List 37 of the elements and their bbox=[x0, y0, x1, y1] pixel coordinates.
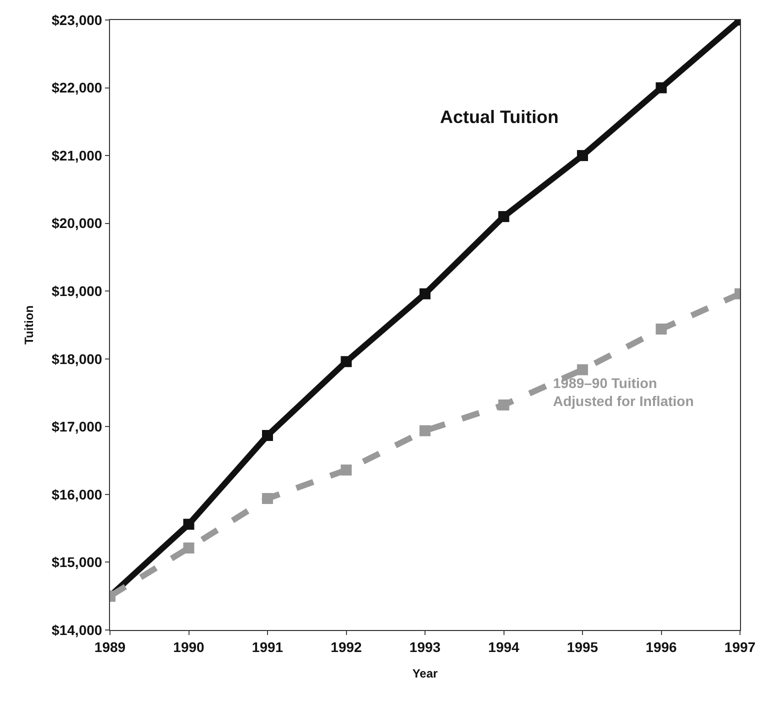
y-tick-label: $19,000 bbox=[52, 283, 102, 300]
x-axis-title: Year bbox=[412, 666, 438, 681]
point bbox=[420, 425, 430, 436]
point bbox=[262, 430, 273, 441]
point bbox=[577, 150, 588, 162]
series-label: 1989–90 Tuition Adjusted for Inflation bbox=[553, 375, 694, 410]
series-label: Actual Tuition bbox=[440, 107, 559, 127]
point bbox=[498, 399, 510, 410]
point bbox=[340, 464, 352, 476]
y-tick-label: $16,000 bbox=[52, 486, 102, 502]
y-tick-label: $22,000 bbox=[52, 80, 102, 96]
point bbox=[656, 324, 667, 335]
y-tick-label: $15,000 bbox=[52, 554, 102, 570]
point bbox=[183, 542, 194, 554]
x-tick-label: 1991 bbox=[252, 638, 284, 655]
point bbox=[340, 356, 352, 368]
point bbox=[183, 518, 194, 530]
x-tick-label: 1990 bbox=[173, 638, 205, 655]
y-tick-label: $23,000 bbox=[52, 12, 102, 28]
y-tick-label: $14,000 bbox=[52, 622, 102, 638]
x-tick-label: 1993 bbox=[409, 638, 441, 655]
x-tick-label: 1996 bbox=[646, 638, 678, 655]
x-tick-label: 1994 bbox=[488, 638, 520, 655]
point bbox=[656, 82, 667, 94]
x-tick-label: 1995 bbox=[566, 638, 598, 655]
y-axis-title: Tuition bbox=[22, 305, 36, 345]
x-tick-label: 1992 bbox=[330, 638, 362, 655]
point bbox=[262, 493, 273, 504]
x-tick-label: 1989 bbox=[94, 638, 126, 655]
y-tick-label: $20,000 bbox=[52, 215, 102, 232]
point bbox=[577, 364, 588, 376]
point bbox=[420, 288, 430, 300]
y-tick-label: $17,000 bbox=[52, 418, 102, 435]
x-tick-label: 1997 bbox=[724, 638, 756, 655]
y-tick-label: $18,000 bbox=[52, 350, 102, 367]
y-tick-label: $21,000 bbox=[52, 147, 102, 164]
point bbox=[498, 211, 510, 222]
